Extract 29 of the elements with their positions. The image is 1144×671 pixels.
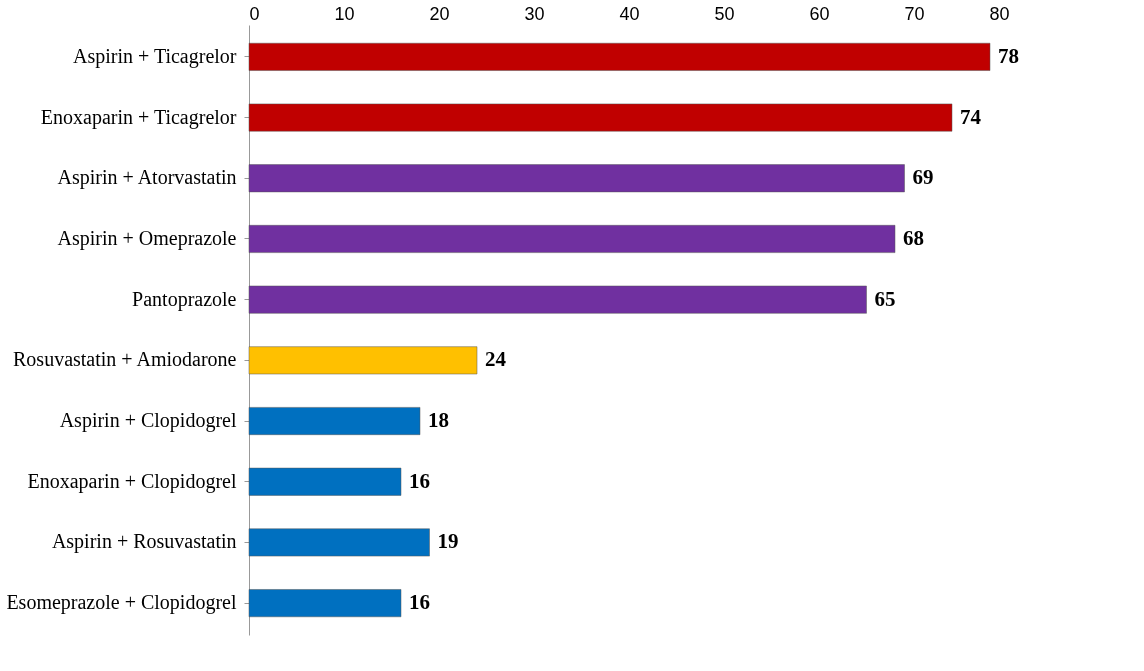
data-label: 69 bbox=[912, 165, 934, 190]
x-tick-label: 50 bbox=[714, 3, 735, 24]
y-tick-label: Aspirin + Clopidogrel bbox=[59, 409, 237, 433]
y-tick-label: Aspirin + Atorvastatin bbox=[57, 166, 237, 190]
x-tick-label: 20 bbox=[429, 3, 450, 24]
y-tick-label: Esomeprazole + Clopidogrel bbox=[6, 591, 237, 615]
data-label: 18 bbox=[428, 408, 449, 433]
y-tick-label: Enoxaparin + Ticagrelor bbox=[40, 105, 237, 129]
y-tick-label: Aspirin + Rosuvastatin bbox=[51, 530, 237, 554]
x-tick-label: 40 bbox=[619, 3, 640, 24]
data-label: 24 bbox=[485, 347, 507, 372]
x-tick-label: 10 bbox=[334, 3, 355, 24]
data-label: 74 bbox=[960, 104, 982, 129]
x-tick-label: 80 bbox=[989, 3, 1010, 24]
data-label: 65 bbox=[874, 286, 896, 311]
data-label: 19 bbox=[437, 529, 459, 554]
x-tick-label: 0 bbox=[249, 3, 260, 24]
x-tick-label: 60 bbox=[809, 3, 830, 24]
y-tick-label: Aspirin + Omeprazole bbox=[57, 226, 237, 250]
data-label: 68 bbox=[903, 225, 924, 250]
data-label: 16 bbox=[409, 468, 430, 493]
x-tick-label: 70 bbox=[904, 3, 925, 24]
y-tick-label: Pantoprazole bbox=[132, 287, 237, 311]
y-tick-label: Enoxaparin + Clopidogrel bbox=[27, 469, 237, 493]
y-tick-label: Aspirin + Ticagrelor bbox=[73, 44, 237, 68]
data-label: 78 bbox=[998, 43, 1019, 68]
y-tick-label: Rosuvastatin + Amiodarone bbox=[13, 348, 237, 371]
x-tick-label: 30 bbox=[524, 3, 545, 24]
data-label: 16 bbox=[409, 590, 430, 615]
